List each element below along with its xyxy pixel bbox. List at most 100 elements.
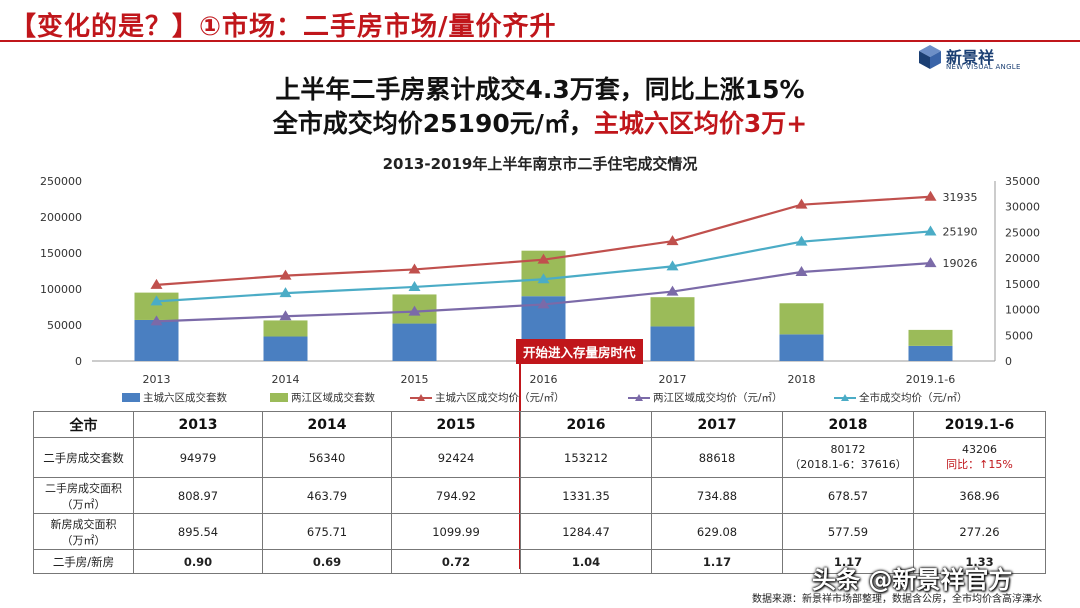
- row-label: 新房成交面积 （万㎡）: [33, 513, 134, 550]
- page-title: 【变化的是？】①市场：二手房市场/量价齐升: [10, 12, 557, 42]
- cell-value: 80172: [830, 443, 866, 456]
- headline-line-2-black: 全市成交均价25190元/㎡，: [272, 109, 594, 138]
- legend-swatch: [122, 393, 140, 402]
- bar-segment: [650, 297, 695, 327]
- legend-label: 两江区域成交均价（元/㎡）: [653, 392, 783, 404]
- y-right-tick-label: 5000: [1005, 329, 1033, 342]
- annotation-badge: 开始进入存量房时代: [516, 339, 643, 364]
- legend-line-marker: [834, 393, 856, 403]
- table-cell: 794.92: [391, 477, 521, 514]
- ratio-cell: 1.33: [913, 549, 1046, 574]
- headline-line-2-red: 主城六区均价3万+: [593, 109, 808, 138]
- table-cell: 1099.99: [391, 513, 521, 550]
- ratio-cell: 0.69: [262, 549, 392, 574]
- data-source-note: 数据来源：新景祥市场部整理，数据含公房，全市均价含高淳溧水: [752, 594, 1042, 605]
- y-left-tick-label: 50000: [47, 319, 82, 332]
- table-cell: 368.96: [913, 477, 1046, 514]
- series-point: [408, 305, 421, 316]
- y-right-tick-label: 25000: [1005, 226, 1040, 239]
- bar-segment: [134, 319, 179, 361]
- series-point: [537, 298, 550, 309]
- series-point: [408, 280, 421, 291]
- table-cell: 678.57: [782, 477, 914, 514]
- headline-line-1: 上半年二手房累计成交4.3万套，同比上涨15%: [275, 75, 805, 104]
- table-cell: 1284.47: [520, 513, 652, 550]
- legend-line-marker: [410, 393, 432, 403]
- table-cell: 895.54: [133, 513, 263, 550]
- series-point: [150, 278, 163, 289]
- table-header-cell: 全市: [33, 411, 134, 438]
- table-row: 二手房/新房 0.90 0.69 0.72 1.04 1.17 1.17 1.3…: [33, 549, 1046, 574]
- legend-entry: 主城六区成交套数: [122, 390, 227, 405]
- bar-segment: [779, 303, 824, 335]
- row-label-text: 二手房成交面积: [45, 481, 122, 495]
- legend-label: 全市成交均价（元/㎡）: [859, 392, 968, 404]
- watermark: 头条 @新景祥官方: [812, 566, 1013, 594]
- table-row: 二手房成交面积 （万㎡） 808.97 463.79 794.92 1331.35…: [33, 477, 1046, 514]
- cell-value: 43206: [962, 443, 997, 456]
- table-header-cell: 2013: [133, 411, 263, 438]
- legend-label: 主城六区成交均价（元/㎡）: [435, 392, 565, 404]
- ratio-cell: 1.17: [651, 549, 783, 574]
- bar-segment: [908, 329, 953, 346]
- series-point: [150, 315, 163, 326]
- x-tick-label: 2016: [530, 373, 558, 386]
- x-tick-label: 2017: [659, 373, 687, 386]
- table-cell: 277.26: [913, 513, 1046, 550]
- table-row: 新房成交面积 （万㎡） 895.54 675.71 1099.99 1284.47…: [33, 513, 1046, 550]
- bar-segment: [908, 345, 953, 361]
- y-right-tick-label: 10000: [1005, 304, 1040, 317]
- legend-entry: 主城六区成交均价（元/㎡）: [410, 390, 565, 405]
- data-label: 19026: [943, 257, 978, 270]
- y-right-tick-label: 15000: [1005, 278, 1040, 291]
- series-point: [666, 235, 679, 246]
- title-divider: [0, 40, 1080, 42]
- table-cell: 577.59: [782, 513, 914, 550]
- series-point: [795, 235, 808, 246]
- series-point: [279, 269, 292, 280]
- ratio-cell: 1.17: [782, 549, 914, 574]
- x-tick-label: 2013: [143, 373, 171, 386]
- data-label: 31935: [943, 191, 978, 204]
- ratio-cell: 0.72: [391, 549, 521, 574]
- table-cell: 1331.35: [520, 477, 652, 514]
- ratio-cell: 1.04: [520, 549, 652, 574]
- series-point: [795, 198, 808, 209]
- table-cell: 92424: [391, 437, 521, 478]
- y-left-tick-label: 0: [75, 355, 82, 368]
- logo-subtitle: NEW VISUAL ANGLE: [946, 63, 1021, 71]
- series-point: [150, 295, 163, 306]
- ratio-cell: 0.90: [133, 549, 263, 574]
- table-header-row: 全市 2013 2014 2015 2016 2017 2018 2019.1-…: [33, 411, 1046, 438]
- bar-segment: [263, 320, 308, 337]
- series-point: [924, 257, 937, 268]
- series-point: [279, 310, 292, 321]
- table-cell: 43206 同比：↑15%: [913, 437, 1046, 478]
- y-right-tick-label: 0: [1005, 355, 1012, 368]
- x-tick-label: 2015: [401, 373, 429, 386]
- table-cell: 463.79: [262, 477, 392, 514]
- x-tick-label: 2014: [272, 373, 300, 386]
- bar-segment: [650, 326, 695, 361]
- table-cell: 675.71: [262, 513, 392, 550]
- data-table: 全市 2013 2014 2015 2016 2017 2018 2019.1-…: [33, 411, 1046, 574]
- series-point: [666, 285, 679, 296]
- row-label-text: 新房成交面积: [50, 517, 117, 531]
- cell-note-yoy: 同比：↑15%: [946, 458, 1013, 471]
- cube-logo-icon: [919, 45, 941, 69]
- y-right-tick-label: 30000: [1005, 201, 1040, 214]
- table-header-cell: 2017: [651, 411, 783, 438]
- legend-label: 主城六区成交套数: [143, 392, 227, 404]
- row-label: 二手房成交面积 （万㎡）: [33, 477, 134, 514]
- series-point: [279, 287, 292, 298]
- legend-entry: 两江区域成交均价（元/㎡）: [628, 390, 783, 405]
- bar-segment: [779, 334, 824, 361]
- chart-plot: 0 50000 100000 150000 200000 250000 0 5000 10000…: [40, 175, 1040, 386]
- table-cell: 734.88: [651, 477, 783, 514]
- series-point: [537, 253, 550, 264]
- series-point: [924, 190, 937, 201]
- table-cell: 629.08: [651, 513, 783, 550]
- headline-line-2: 全市成交均价25190元/㎡，主城六区均价3万+: [0, 104, 1080, 140]
- brand-logo: 新景祥 NEW VISUAL ANGLE: [918, 42, 1038, 74]
- y-right-tick-label: 20000: [1005, 252, 1040, 265]
